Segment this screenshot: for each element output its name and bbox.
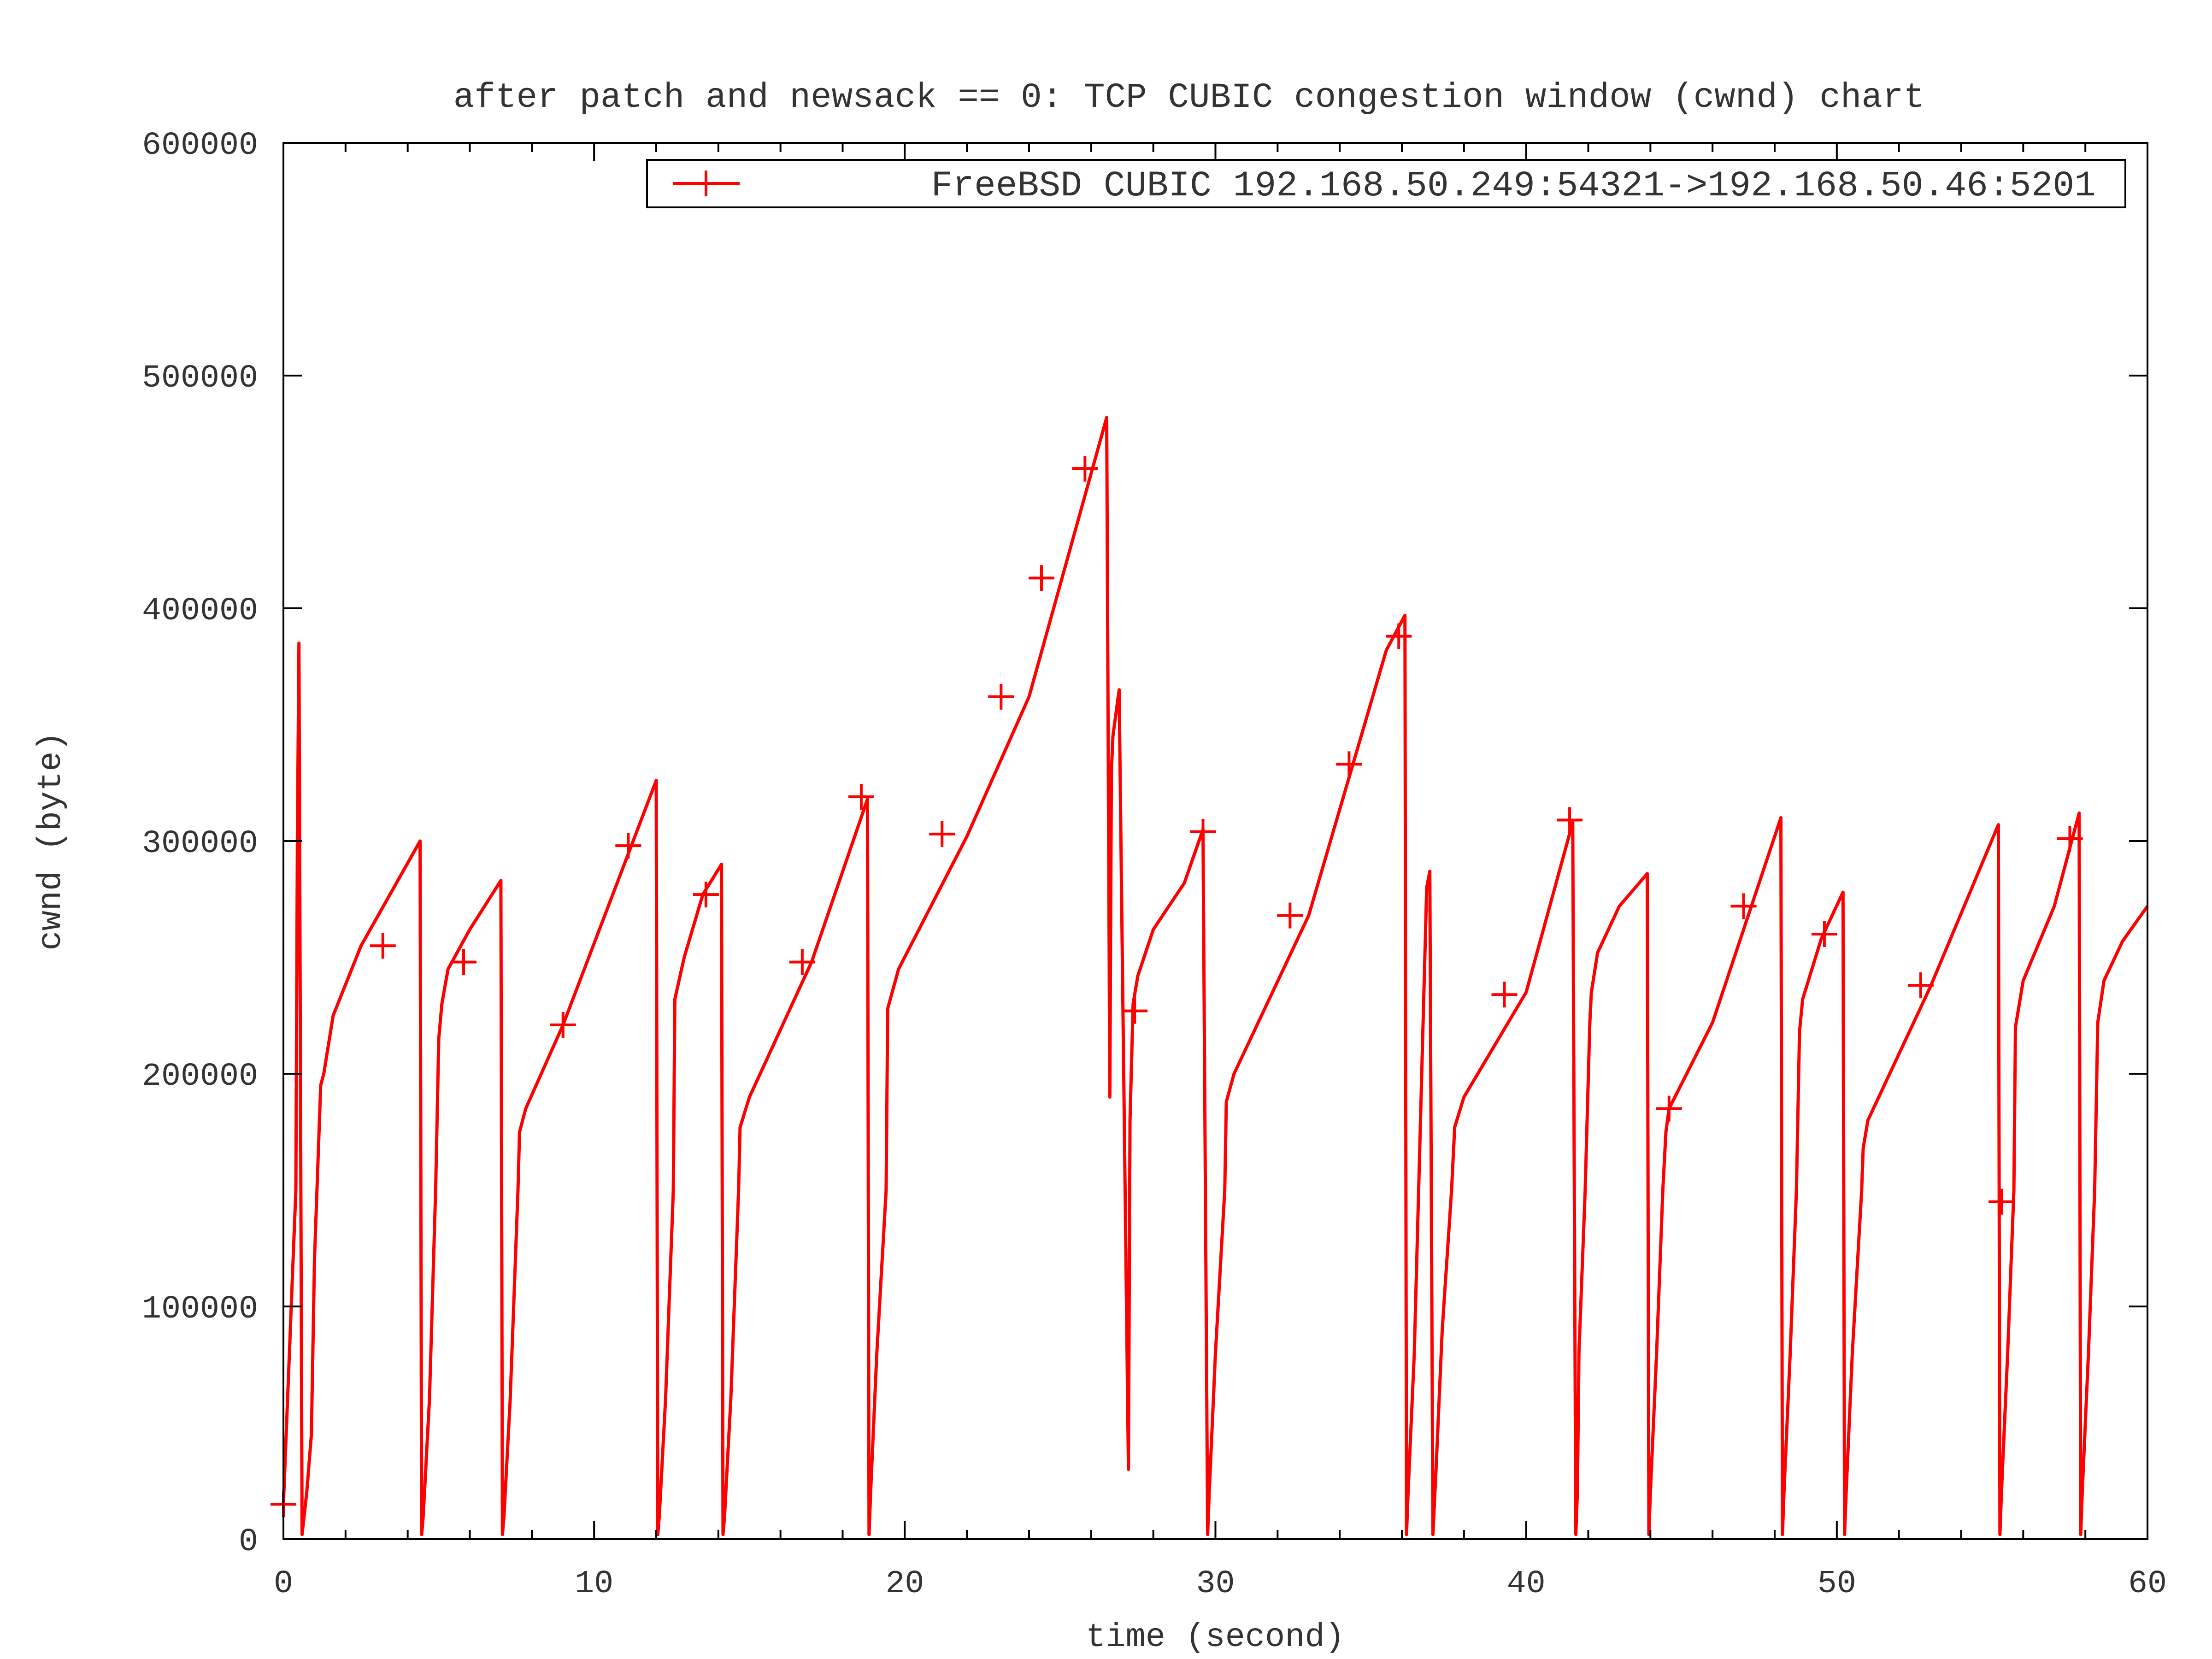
- y-tick-label: 200000: [142, 1059, 258, 1095]
- data-point-marker: [1277, 902, 1303, 929]
- data-point-marker: [550, 1012, 576, 1038]
- data-point-marker: [1811, 921, 1837, 947]
- data-point-marker: [1028, 565, 1054, 591]
- data-point-marker: [1190, 818, 1216, 845]
- data-point-marker: [693, 882, 719, 908]
- data-point-marker: [1386, 623, 1412, 649]
- data-point-marker: [789, 949, 815, 975]
- x-tick-label: 60: [2128, 1566, 2167, 1602]
- data-point-marker: [1072, 456, 1098, 482]
- data-point-marker: [1730, 893, 1757, 919]
- y-tick-label: 500000: [142, 360, 258, 397]
- x-tick-label: 50: [1818, 1566, 1856, 1602]
- data-point-marker: [1491, 982, 1518, 1008]
- legend-label: FreeBSD CUBIC 192.168.50.249:54321->192.…: [931, 166, 2096, 206]
- data-point-marker: [929, 821, 955, 847]
- legend: FreeBSD CUBIC 192.168.50.249:54321->192.…: [646, 159, 2126, 208]
- data-point-marker: [848, 784, 874, 810]
- data-point-marker: [1907, 972, 1934, 999]
- y-tick-label: 400000: [142, 593, 258, 629]
- data-point-marker: [1656, 1095, 1682, 1122]
- x-tick-label: 20: [885, 1566, 924, 1602]
- data-point-marker: [370, 933, 396, 959]
- data-point-marker: [615, 833, 641, 859]
- series-layer: [271, 416, 2149, 1536]
- x-tick-label: 30: [1196, 1566, 1235, 1602]
- x-tick-label: 0: [274, 1566, 293, 1602]
- series-line: [282, 416, 2149, 1536]
- x-axis-label: time (second): [1086, 1618, 1345, 1656]
- chart-title: after patch and newsack == 0: TCP CUBIC …: [453, 78, 1925, 118]
- data-point-marker: [988, 683, 1014, 710]
- y-tick-label: 0: [239, 1524, 258, 1560]
- y-axis: 0 100000 200000 300000 400000 500000 600000: [142, 128, 2147, 1560]
- data-point-marker: [1122, 998, 1148, 1024]
- data-point-marker: [1336, 751, 1362, 777]
- data-point-marker: [1557, 807, 1583, 833]
- x-tick-label: 10: [575, 1566, 613, 1602]
- y-tick-label: 600000: [142, 128, 258, 164]
- data-point-marker: [1988, 1188, 2015, 1215]
- data-point-marker: [2057, 825, 2083, 852]
- legend-box: [646, 159, 2126, 208]
- data-point-marker: [451, 949, 477, 975]
- y-axis-label: cwnd (byte): [32, 731, 70, 950]
- y-tick-label: 100000: [142, 1291, 258, 1328]
- x-axis: 0 10 20 30 40 50 60: [274, 143, 2167, 1602]
- x-tick-label: 40: [1507, 1566, 1546, 1602]
- y-tick-label: 300000: [142, 826, 258, 862]
